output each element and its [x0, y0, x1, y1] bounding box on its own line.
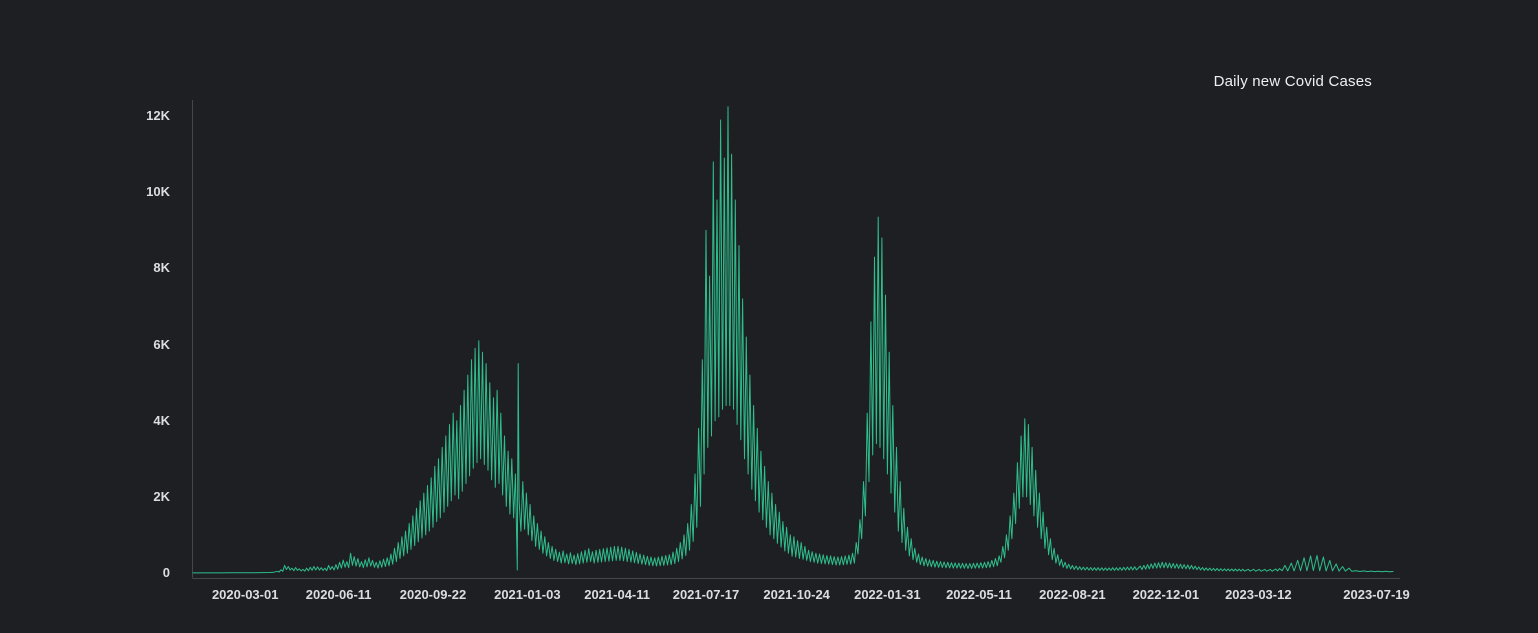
x-tick-label: 2020-03-01: [211, 587, 279, 602]
y-tick-label: 10K: [146, 184, 170, 200]
x-tick-label: 2022-12-01: [1132, 587, 1200, 602]
x-tick-label: 2020-06-11: [305, 587, 372, 602]
y-tick-label: 6K: [153, 336, 170, 352]
panel-title: Daily new Covid Cases: [1213, 73, 1372, 90]
x-tick-label: 2023-07-19: [1343, 587, 1410, 602]
y-tick-label: 12K: [146, 108, 170, 124]
x-tick-label: 2023-03-12: [1225, 587, 1292, 602]
y-tick-label: 2K: [153, 488, 170, 504]
x-tick-label: 2021-10-24: [763, 587, 830, 602]
y-tick-label: 4K: [153, 412, 170, 428]
x-tick-label: 2021-07-17: [672, 587, 740, 602]
x-tick-label: 2022-05-11: [946, 587, 1012, 602]
x-tick-label: 2020-09-22: [399, 587, 467, 602]
x-tick-label: 2021-01-03: [494, 587, 561, 602]
x-tick-label: 2022-01-31: [854, 587, 921, 602]
x-tick-label: 2022-08-21: [1039, 587, 1106, 602]
x-tick-label: 2021-04-11: [584, 587, 650, 602]
series-line: [192, 106, 1394, 574]
y-tick-label: 0: [162, 565, 170, 580]
y-tick-label: 8K: [153, 260, 170, 276]
